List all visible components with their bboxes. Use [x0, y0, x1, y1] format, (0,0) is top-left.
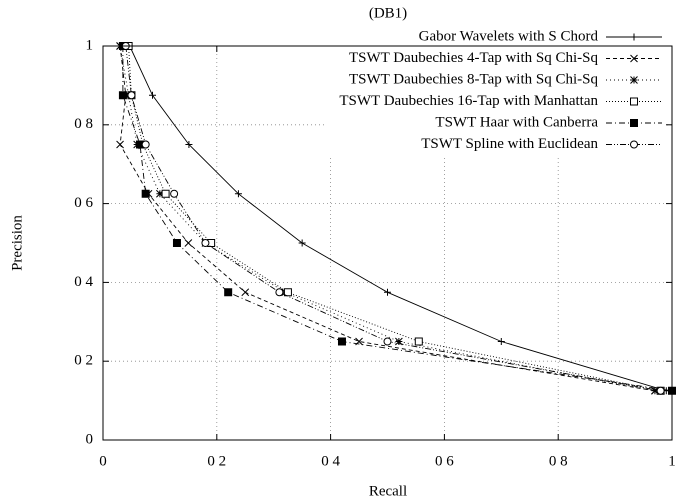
series [116, 42, 659, 395]
marker [497, 338, 505, 345]
x-axis-label: Recall [369, 483, 407, 499]
marker [224, 288, 233, 297]
marker [275, 288, 284, 297]
y-tick-label: 1 [86, 37, 94, 53]
series-line [119, 45, 655, 392]
marker [172, 239, 181, 247]
marker [127, 91, 136, 100]
marker [630, 97, 638, 106]
legend-label: TSWT Daubechies 4-Tap with Sq Chi-Sq [349, 50, 599, 66]
marker [384, 288, 391, 296]
marker [116, 140, 124, 149]
series-line [125, 45, 661, 392]
marker [298, 239, 306, 247]
x-tick-label: 0 [99, 453, 107, 469]
x-tick-label: 0 4 [321, 453, 340, 469]
marker [149, 91, 157, 99]
marker [630, 76, 638, 84]
marker [161, 189, 170, 198]
marker [156, 189, 164, 198]
x-tick-label: 0 2 [207, 453, 226, 469]
series-line [129, 45, 667, 392]
y-tick-label: 0 2 [74, 353, 93, 369]
marker [414, 337, 423, 346]
chart-title: (DB1) [369, 5, 407, 21]
marker [630, 140, 638, 149]
legend-background [327, 26, 664, 157]
y-tick-label: 0 6 [74, 195, 93, 211]
marker [234, 190, 242, 198]
marker [241, 288, 250, 297]
plot-frame [102, 45, 673, 441]
y-tick-label: 0 [86, 431, 94, 447]
marker [383, 337, 392, 346]
legend-label: TSWT Daubechies 8-Tap with Sq Chi-Sq [349, 71, 599, 87]
marker [395, 337, 403, 346]
marker [630, 54, 638, 63]
series-line [122, 46, 673, 392]
y-tick-label: 0 8 [74, 116, 93, 132]
legend-label: TSWT Haar with Canberra [435, 114, 598, 130]
marker [283, 288, 292, 297]
marker [170, 189, 179, 198]
marker [141, 140, 150, 149]
marker [337, 337, 346, 346]
x-tick-label: 1 [668, 453, 676, 469]
legend-label: TSWT Spline with Euclidean [421, 136, 598, 152]
legend-label: TSWT Daubechies 16-Tap with Manhattan [339, 93, 598, 109]
marker [630, 119, 638, 127]
marker [630, 33, 638, 41]
x-tick-label: 0 6 [435, 453, 454, 469]
marker [185, 141, 193, 148]
legend-label: Gabor Wavelets with S Chord [419, 28, 599, 44]
y-axis-label: Precision [9, 215, 25, 271]
marker [651, 386, 659, 395]
series-line [128, 45, 661, 392]
marker [184, 239, 193, 247]
marker [656, 386, 665, 395]
marker [118, 91, 127, 100]
marker [141, 189, 150, 198]
y-tick-label: 0 4 [74, 274, 93, 290]
x-tick-label: 0 8 [549, 453, 568, 469]
marker [201, 239, 210, 247]
series [121, 42, 665, 395]
